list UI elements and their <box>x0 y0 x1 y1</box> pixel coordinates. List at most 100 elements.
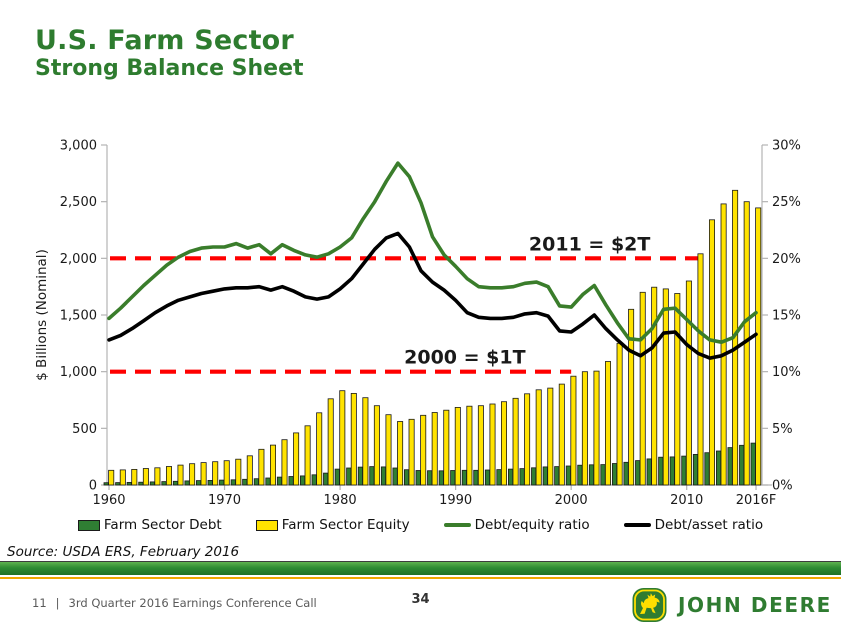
x-axis-tick: 2016F <box>736 493 777 508</box>
bar-debt <box>612 463 618 486</box>
threshold-annotation: 2000 = $1T <box>404 347 525 369</box>
legend-item-farm-sector-equity: Farm Sector Equity <box>255 517 410 533</box>
bar-debt <box>692 453 699 486</box>
bar-equity <box>524 393 531 486</box>
bar-equity <box>235 458 242 486</box>
bar-debt <box>681 455 687 486</box>
bar-debt <box>727 447 733 486</box>
leaping-deer-icon <box>640 593 660 614</box>
bar-equity <box>674 293 681 486</box>
left-axis-tick: 500 <box>72 422 97 437</box>
x-axis-tick: 1970 <box>208 493 241 508</box>
bar-equity <box>628 308 635 486</box>
right-axis-tick: 15% <box>772 309 801 324</box>
slide-number: 34 <box>411 592 430 607</box>
right-axis-tick: 20% <box>772 252 801 267</box>
bar-debt <box>138 481 144 486</box>
bar-debt <box>461 469 468 486</box>
x-axis-tick: 1990 <box>439 493 472 508</box>
bar-equity <box>293 432 300 486</box>
bar-debt <box>658 456 664 486</box>
x-axis-tick: 1980 <box>324 493 357 508</box>
bar-debt <box>635 460 641 486</box>
bar-debt <box>565 465 572 486</box>
bar-equity <box>755 207 762 486</box>
legend-label: Farm Sector Debt <box>103 517 222 533</box>
legend-item-farm-sector-debt: Farm Sector Debt <box>77 517 222 533</box>
bar-equity <box>500 401 507 486</box>
bar-debt <box>403 469 410 486</box>
bar-debt <box>577 464 583 486</box>
bar-debt <box>230 479 236 486</box>
bar-equity <box>593 370 600 486</box>
john-deere-wordmark: John Deere <box>678 593 832 617</box>
bar-debt <box>207 479 213 486</box>
bar-equity <box>281 439 288 486</box>
bar-equity <box>154 467 161 486</box>
bar-debt <box>438 470 444 486</box>
bar-debt <box>161 481 167 486</box>
right-axis-tick: 30% <box>772 139 801 154</box>
source-note: Source: USDA ERS, February 2016 <box>7 544 240 560</box>
bar-debt <box>172 480 179 486</box>
bar-debt <box>450 470 456 486</box>
bar-equity <box>420 414 427 486</box>
bar-equity <box>639 291 646 486</box>
bar-debt <box>484 469 491 486</box>
bar-debt <box>507 468 514 486</box>
x-axis-tick: 2000 <box>555 493 588 508</box>
page-title: U.S. Farm Sector <box>35 25 294 56</box>
bar-equity <box>535 389 542 486</box>
bar-equity <box>269 444 276 486</box>
bar-debt <box>496 469 502 486</box>
bar-debt <box>623 461 629 486</box>
bar-debt <box>253 478 259 486</box>
left-axis-tick: 2,500 <box>60 195 97 210</box>
bar-equity <box>477 405 484 486</box>
left-axis-tick: 1,000 <box>60 365 97 380</box>
bar-debt <box>323 472 329 486</box>
bar-equity <box>466 405 473 486</box>
line-debt-equity-ratio <box>107 161 758 345</box>
bar-debt <box>334 468 340 486</box>
deck-title: 3rd Quarter 2016 Earnings Conference Cal… <box>68 596 317 610</box>
bar-debt <box>600 464 606 486</box>
legend-line-swatch <box>443 523 471 527</box>
bar-equity <box>223 460 230 486</box>
right-axis-tick: 0% <box>772 479 793 494</box>
bar-debt <box>265 477 271 486</box>
bar-debt <box>531 467 537 486</box>
bar-equity <box>431 412 438 486</box>
bar-equity <box>616 342 623 486</box>
deere-emblem-icon <box>632 588 667 622</box>
bar-equity <box>189 463 196 486</box>
title-block: U.S. Farm Sector Strong Balance Sheet <box>35 25 304 82</box>
right-axis-tick: 5% <box>772 422 793 437</box>
bar-debt <box>103 482 109 486</box>
bar-equity <box>200 462 207 486</box>
legend-box-swatch <box>77 519 100 531</box>
bar-debt <box>427 470 433 486</box>
left-axis-tick: 0 <box>89 479 97 494</box>
bar-equity <box>443 409 450 486</box>
bar-debt <box>288 476 294 486</box>
bar-equity <box>558 383 565 486</box>
legend-label: Debt/asset ratio <box>654 517 764 533</box>
bar-debt <box>276 476 283 486</box>
bar-equity <box>489 403 496 486</box>
bar-equity <box>397 421 404 486</box>
left-axis-title: $ Billions (Nominal) <box>34 249 50 381</box>
left-axis-tick: 2,000 <box>60 252 97 267</box>
bar-debt <box>219 479 225 486</box>
bar-debt <box>716 450 722 486</box>
left-axis-tick: 1,500 <box>60 309 97 324</box>
bar-equity <box>165 466 172 486</box>
bar-equity <box>258 448 265 486</box>
bar-equity <box>512 397 519 486</box>
farm-sector-balance-sheet-chart: 0 500 1,000 1,500 2,000 2,500 3,000 0% 5% 10% 15% 2… <box>34 139 801 509</box>
bar-equity <box>720 203 727 486</box>
bar-debt <box>519 468 525 486</box>
bar-debt <box>115 482 121 486</box>
bar-equity <box>339 390 346 486</box>
bar-equity <box>362 397 369 486</box>
